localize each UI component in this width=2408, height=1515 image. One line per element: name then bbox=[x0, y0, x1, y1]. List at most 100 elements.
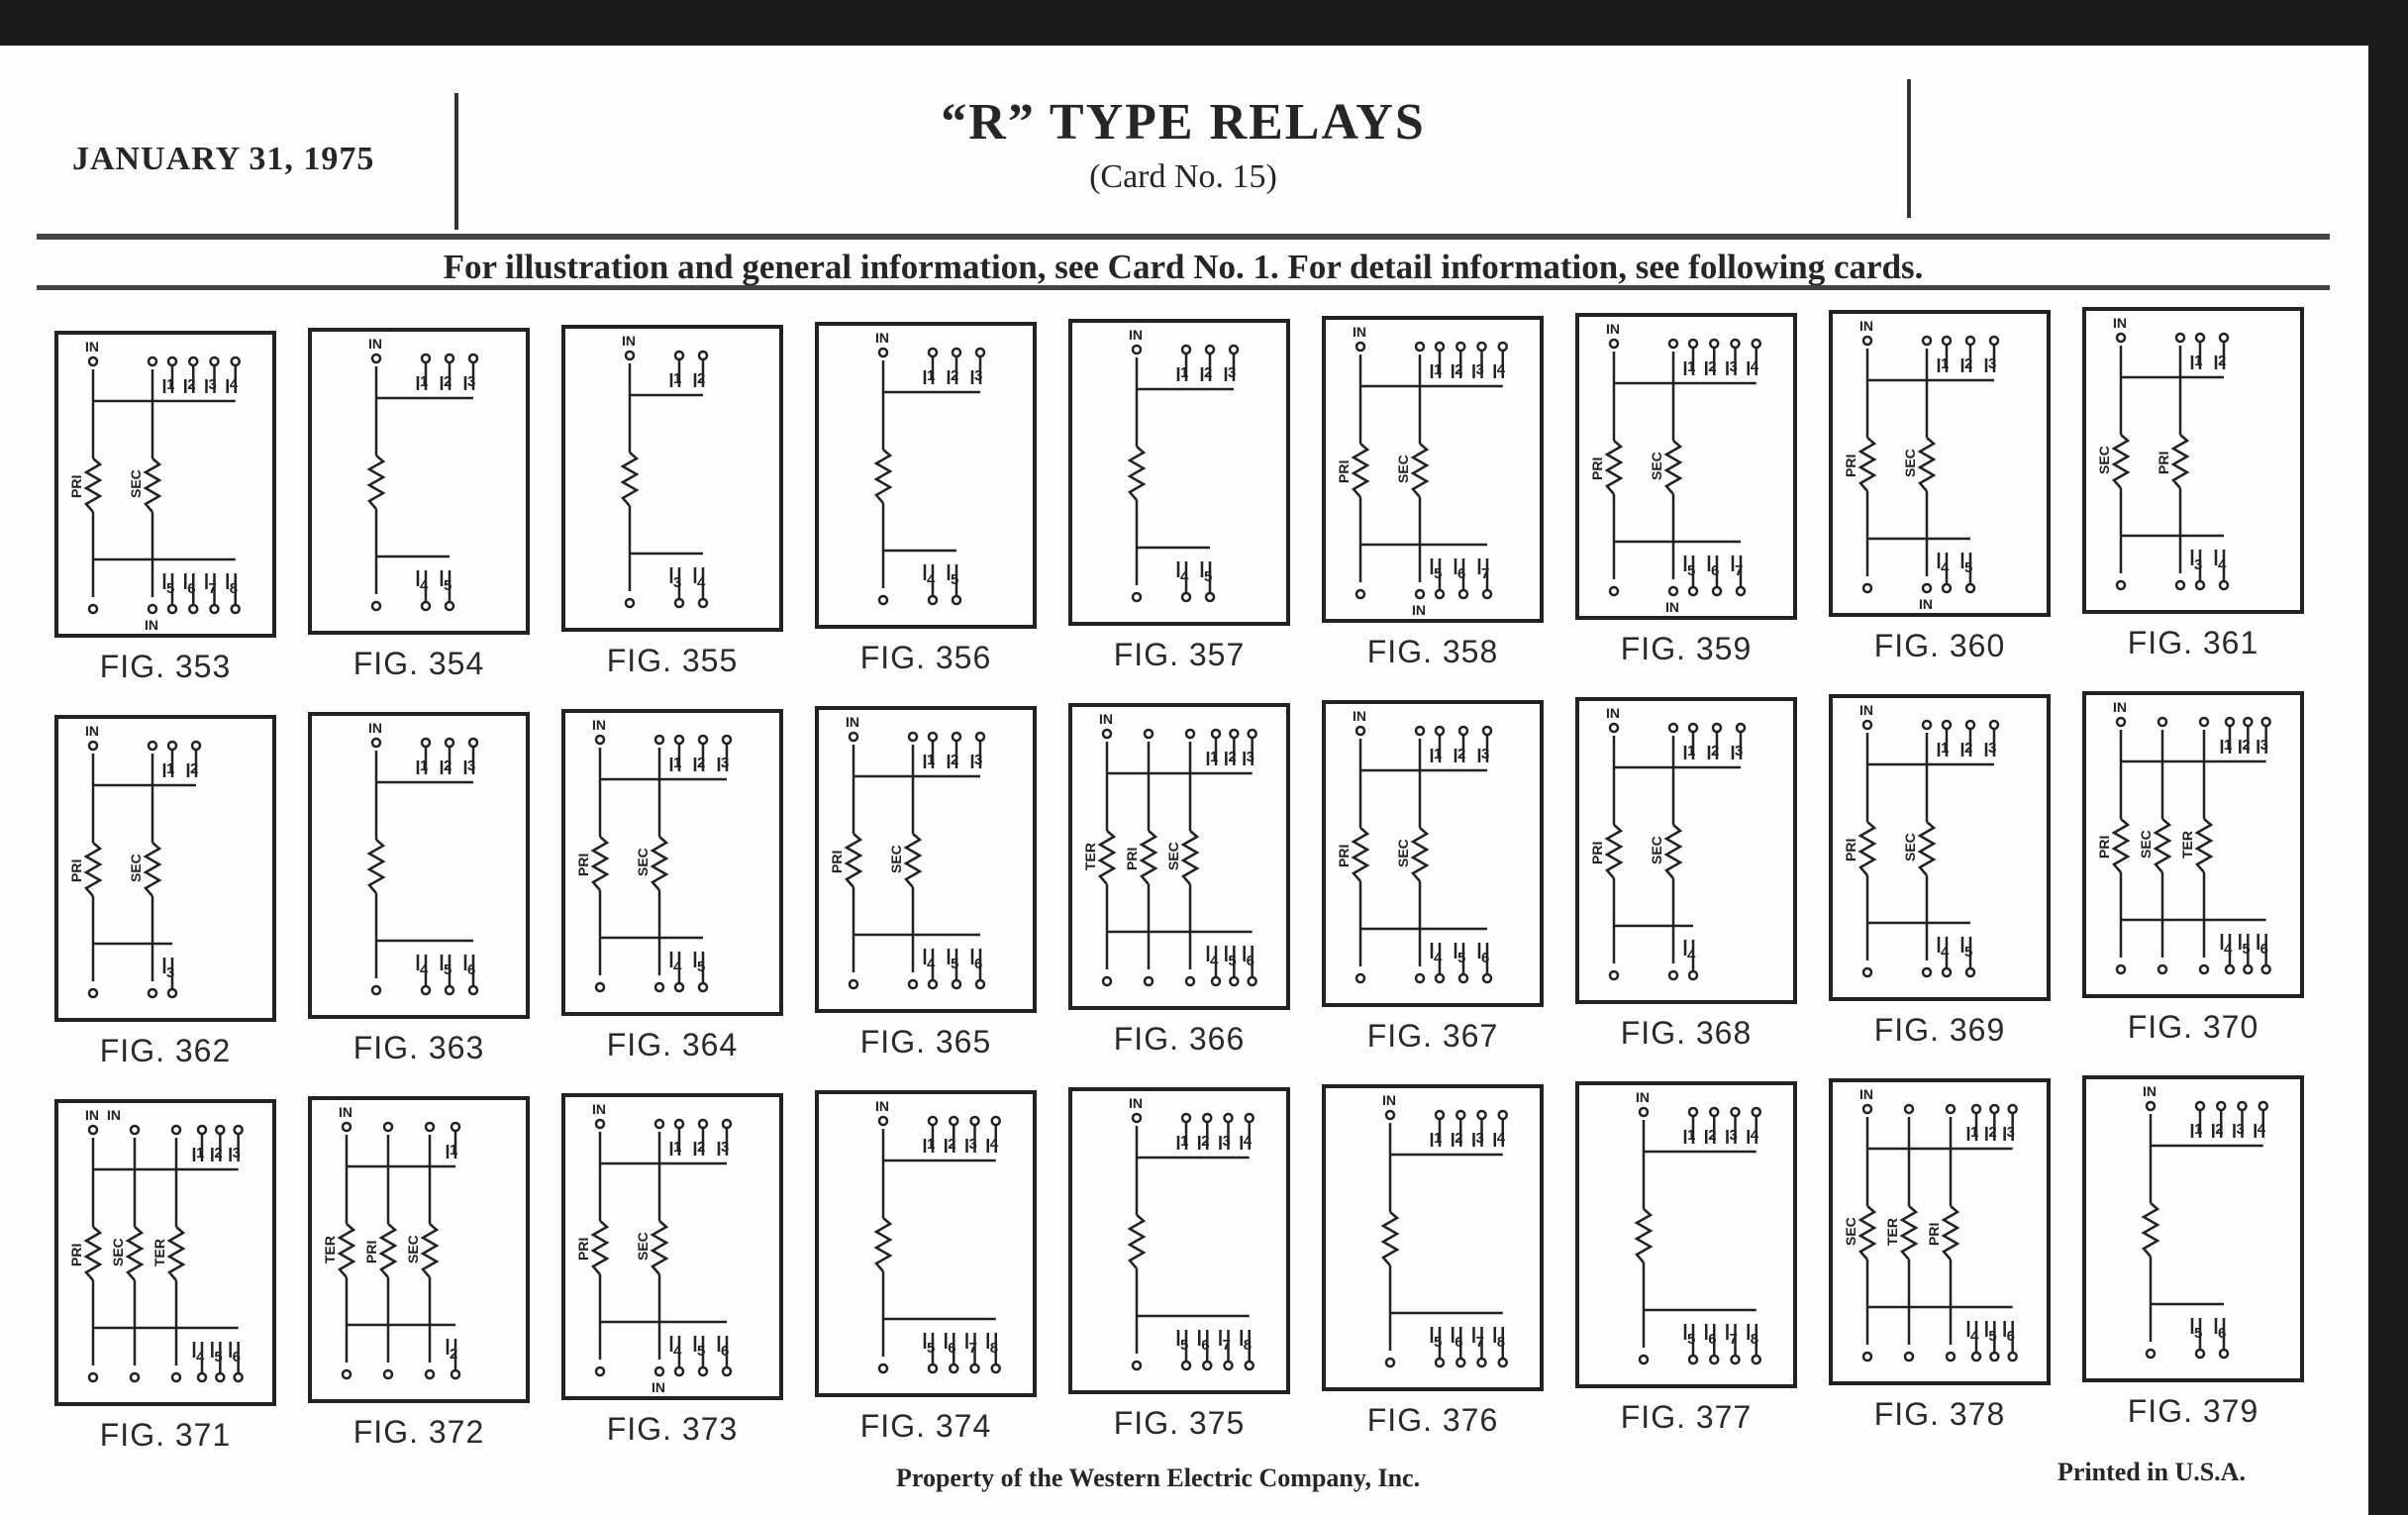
contact-number: 1 bbox=[1970, 1124, 1978, 1141]
terminal bbox=[166, 740, 178, 752]
contact-number: 4 bbox=[2224, 941, 2233, 958]
contact-spring bbox=[1240, 1122, 1251, 1150]
contact-number: 1 bbox=[1687, 743, 1695, 759]
contact-number: 3 bbox=[2007, 1124, 2015, 1141]
terminal bbox=[1667, 338, 1679, 350]
terminal bbox=[848, 978, 859, 990]
header-divider-left bbox=[454, 93, 458, 230]
relay-figure: IN 1 2 3 4 5 bbox=[1067, 318, 1291, 627]
contact-spring bbox=[669, 952, 681, 983]
contact-spring bbox=[717, 1336, 729, 1367]
coil-label: PRI bbox=[363, 1241, 379, 1263]
coil-zigzag bbox=[2194, 818, 2214, 873]
contact-number: 4 bbox=[1244, 1133, 1253, 1150]
contact-number: 1 bbox=[196, 1145, 204, 1162]
contact-number: 3 bbox=[974, 752, 982, 768]
contact-number: 1 bbox=[927, 752, 935, 768]
in-label: IN bbox=[1636, 1089, 1650, 1105]
terminal bbox=[467, 737, 479, 749]
terminal bbox=[1143, 728, 1154, 740]
terminal bbox=[233, 1371, 244, 1383]
schematic-diagram: IN PRI SEC 1 2 3 4 5 6 7 8 IN bbox=[54, 331, 276, 638]
contact-spring bbox=[440, 362, 452, 390]
terminal bbox=[1964, 582, 1976, 594]
contact-number: 5 bbox=[1204, 568, 1212, 585]
relay-figure: IN 1 2 3 4 5 6 bbox=[2081, 1074, 2305, 1383]
contact-spring bbox=[1493, 351, 1504, 378]
terminal bbox=[1244, 1360, 1254, 1371]
terminal bbox=[209, 355, 220, 367]
coil-label: SEC bbox=[110, 1238, 126, 1266]
schematic-diagram: IN PRI SEC 1 2 3 4 bbox=[1575, 697, 1797, 1004]
coil-label: PRI bbox=[68, 1244, 84, 1266]
terminal bbox=[1101, 975, 1113, 987]
contact-spring bbox=[1454, 558, 1465, 590]
terminal bbox=[444, 600, 455, 612]
contact-number: 5 bbox=[1687, 562, 1695, 579]
contact-spring bbox=[1454, 943, 1465, 974]
contact-number: 2 bbox=[444, 758, 452, 774]
contact-spring bbox=[211, 1342, 222, 1373]
terminal bbox=[1989, 1351, 2000, 1363]
contact-number: 2 bbox=[1964, 740, 1972, 757]
terminal bbox=[129, 1371, 141, 1383]
contact-spring bbox=[1472, 1327, 1483, 1359]
contact-number: 2 bbox=[697, 1139, 705, 1156]
schematic-diagram: IN TER PRI SEC 1 2 bbox=[308, 1096, 530, 1403]
terminal bbox=[341, 1121, 352, 1133]
terminal bbox=[341, 1368, 352, 1380]
in-label: IN bbox=[875, 1098, 889, 1114]
figure-label: FIG. 360 bbox=[1873, 628, 2006, 663]
contact-number: 6 bbox=[2260, 941, 2268, 958]
figure-label: FIG. 355 bbox=[606, 643, 739, 678]
terminal bbox=[87, 355, 99, 367]
contact-number: 6 bbox=[948, 1340, 955, 1357]
terminal bbox=[877, 1363, 889, 1374]
contact-number: 3 bbox=[233, 1145, 241, 1162]
terminal bbox=[1434, 1109, 1446, 1121]
contact-number: 3 bbox=[1223, 1133, 1231, 1150]
contact-spring bbox=[947, 741, 958, 768]
coil-label: PRI bbox=[2156, 452, 2171, 474]
contact-number: 6 bbox=[1457, 565, 1465, 582]
terminal bbox=[697, 734, 709, 746]
terminal bbox=[673, 1118, 685, 1130]
terminal bbox=[1709, 1106, 1720, 1118]
coil-label: PRI bbox=[1589, 842, 1605, 864]
contact-spring bbox=[440, 955, 452, 986]
terminal bbox=[2115, 716, 2127, 728]
contact-spring bbox=[1206, 738, 1218, 765]
contact-number: 1 bbox=[927, 367, 935, 384]
terminal bbox=[2194, 579, 2206, 591]
terminal bbox=[927, 1363, 939, 1374]
contact-spring bbox=[1707, 732, 1719, 759]
coil-zigzag bbox=[590, 1220, 610, 1275]
terminal bbox=[1638, 1354, 1650, 1365]
in-label: IN bbox=[1606, 321, 1620, 337]
schematic-diagram: IN PRI SEC 1 2 3 4 5 6 bbox=[815, 706, 1037, 1013]
contact-number: 3 bbox=[1247, 749, 1254, 765]
terminal bbox=[594, 1365, 606, 1377]
schematic-diagram: IN TER PRI SEC 1 2 3 4 5 6 bbox=[1068, 703, 1290, 1010]
contact-spring bbox=[1960, 937, 1972, 968]
contact-spring bbox=[1683, 348, 1695, 375]
in-label: IN bbox=[592, 717, 606, 733]
coil-zigzag bbox=[2111, 818, 2131, 873]
terminal bbox=[1988, 719, 2000, 731]
figure-label: FIG. 363 bbox=[352, 1030, 485, 1065]
contact-number: 8 bbox=[1244, 1337, 1252, 1354]
terminal bbox=[697, 981, 709, 993]
in-label: IN bbox=[2143, 1083, 2157, 1099]
terminal bbox=[1608, 722, 1620, 734]
contact-spring bbox=[162, 573, 174, 605]
relay-figure: IN IN PRI SEC TER 1 2 3 4 5 6 bbox=[53, 1098, 277, 1407]
terminal bbox=[1970, 1103, 1982, 1115]
terminal bbox=[87, 1371, 99, 1383]
relay-figure: IN PRI SEC 1 2 3 4 5 IN bbox=[1828, 309, 2052, 618]
figure-frame bbox=[1068, 319, 1290, 626]
contact-spring bbox=[1966, 1113, 1978, 1141]
contact-number: 5 bbox=[444, 577, 452, 594]
contact-number: 7 bbox=[1735, 562, 1743, 579]
contact-number: 6 bbox=[2007, 1328, 2015, 1345]
figure-label: FIG. 358 bbox=[1366, 634, 1499, 669]
